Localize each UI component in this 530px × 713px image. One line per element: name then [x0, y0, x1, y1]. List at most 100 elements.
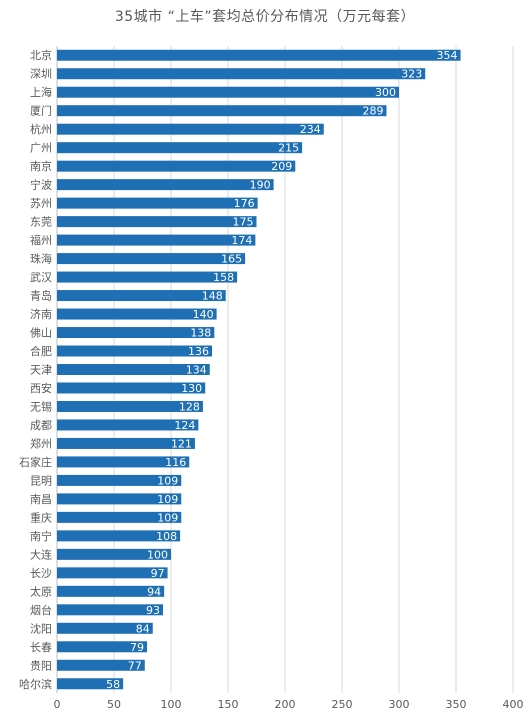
bar — [57, 641, 148, 653]
data-label: 136 — [188, 345, 209, 358]
data-label: 121 — [171, 437, 192, 450]
data-label: 289 — [362, 105, 383, 118]
bar — [57, 68, 426, 80]
category-label: 贵阳 — [30, 659, 52, 672]
x-tick-label: 350 — [446, 698, 467, 711]
bar — [57, 511, 182, 523]
x-tick-label: 400 — [503, 698, 524, 711]
data-label: 116 — [165, 456, 186, 469]
data-label: 94 — [147, 585, 161, 598]
data-label: 128 — [179, 400, 200, 413]
category-label: 东莞 — [30, 216, 52, 229]
data-label: 109 — [157, 493, 178, 506]
bar — [57, 437, 195, 449]
category-label: 深圳 — [30, 68, 52, 81]
data-label: 79 — [130, 641, 144, 654]
x-tick-label: 250 — [332, 698, 353, 711]
bar — [57, 216, 257, 228]
category-label: 西安 — [30, 381, 52, 395]
data-label: 140 — [193, 308, 214, 321]
chart-title: 35城市 “上车”套均总价分布情况（万元每套） — [114, 9, 416, 25]
category-label: 郑州 — [30, 436, 52, 450]
category-label: 重庆 — [30, 510, 52, 524]
bar — [57, 659, 145, 671]
data-label: 158 — [213, 271, 234, 284]
bar — [57, 327, 215, 339]
category-label: 无锡 — [30, 399, 52, 413]
data-label: 175 — [233, 216, 254, 229]
data-label: 148 — [202, 290, 223, 303]
bar — [57, 622, 153, 634]
category-label: 北京 — [30, 48, 52, 62]
category-label: 石家庄 — [19, 455, 52, 469]
bar — [57, 678, 124, 690]
category-label: 烟台 — [30, 603, 52, 617]
x-tick-label: 300 — [389, 698, 410, 711]
category-label: 大连 — [30, 547, 52, 561]
bar — [57, 585, 165, 597]
category-label: 长沙 — [30, 567, 52, 580]
bar — [57, 197, 258, 209]
x-tick-label: 150 — [218, 698, 239, 711]
data-label: 354 — [437, 49, 458, 62]
category-label: 沈阳 — [30, 621, 52, 635]
category-label: 成都 — [30, 419, 52, 432]
data-label: 109 — [157, 511, 178, 524]
data-label: 234 — [300, 123, 321, 136]
bar — [57, 86, 399, 98]
bar — [57, 530, 181, 542]
category-label: 合肥 — [30, 344, 52, 358]
category-label: 南宁 — [30, 529, 52, 543]
category-label: 福州 — [30, 233, 52, 247]
bar — [57, 160, 296, 172]
bar — [57, 364, 210, 375]
category-label: 哈尔滨 — [19, 677, 52, 691]
bar — [57, 105, 387, 117]
bar — [57, 179, 274, 191]
bar — [57, 253, 246, 265]
data-label: 209 — [271, 160, 292, 173]
bar — [57, 474, 182, 486]
data-label: 93 — [146, 604, 160, 617]
data-label: 215 — [278, 142, 299, 155]
bar — [57, 142, 303, 154]
category-label: 天津 — [30, 364, 52, 377]
bar — [57, 400, 203, 412]
x-tick-label: 100 — [161, 698, 182, 711]
bar — [57, 271, 238, 283]
data-label: 97 — [151, 567, 165, 580]
bar — [57, 345, 213, 357]
data-label: 108 — [156, 530, 177, 543]
data-label: 109 — [157, 474, 178, 487]
category-label: 南京 — [30, 159, 52, 173]
bar — [57, 308, 217, 320]
bar — [57, 567, 168, 579]
category-label: 广州 — [30, 142, 52, 155]
data-label: 134 — [186, 364, 207, 377]
category-label: 佛山 — [30, 327, 52, 340]
x-tick-label: 50 — [107, 698, 121, 711]
category-label: 昆明 — [30, 474, 52, 487]
category-label: 苏州 — [30, 197, 52, 210]
category-label: 杭州 — [30, 122, 52, 136]
category-label: 上海 — [30, 85, 52, 99]
data-label: 190 — [250, 179, 271, 192]
data-label: 300 — [375, 86, 396, 99]
category-label: 宁波 — [30, 178, 52, 192]
bar — [57, 604, 164, 616]
data-label: 174 — [231, 234, 252, 247]
category-label: 济南 — [30, 307, 52, 321]
category-label: 青岛 — [30, 289, 52, 303]
data-label: 323 — [401, 68, 422, 81]
category-label: 珠海 — [30, 252, 52, 266]
category-label: 南昌 — [30, 493, 52, 506]
data-label: 165 — [221, 253, 242, 266]
category-label: 武汉 — [30, 271, 52, 284]
bar — [57, 456, 190, 468]
x-tick-label: 200 — [275, 698, 296, 711]
data-label: 138 — [190, 327, 211, 340]
data-label: 77 — [128, 659, 142, 672]
x-tick-label: 0 — [54, 698, 61, 711]
